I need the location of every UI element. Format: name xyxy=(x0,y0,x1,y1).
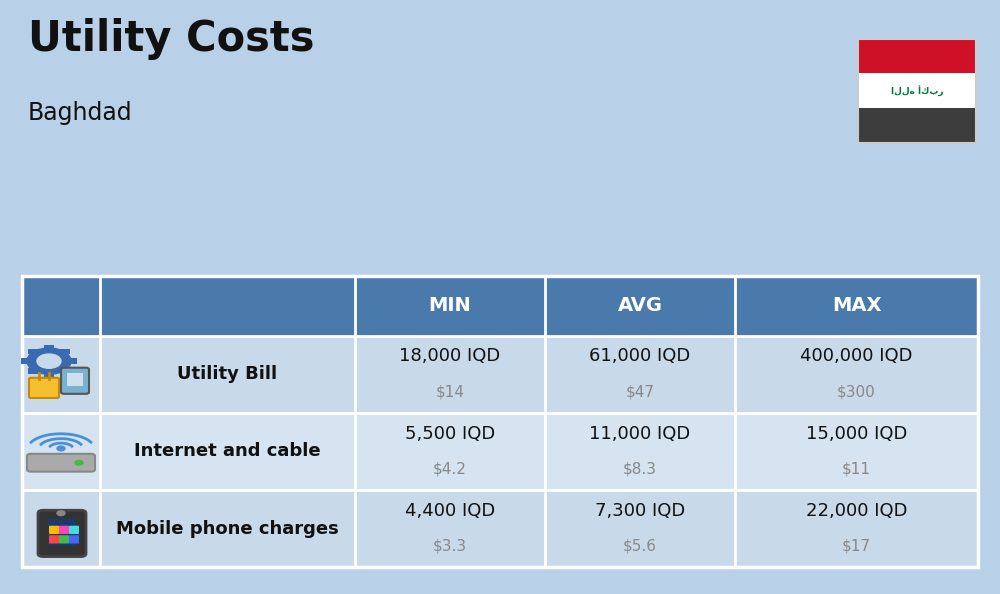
Text: 18,000 IQD: 18,000 IQD xyxy=(399,347,501,365)
Text: AVG: AVG xyxy=(618,296,662,315)
Bar xyxy=(60,349,70,355)
FancyBboxPatch shape xyxy=(27,454,95,472)
Text: 61,000 IQD: 61,000 IQD xyxy=(589,347,691,365)
Text: 11,000 IQD: 11,000 IQD xyxy=(589,425,691,443)
Text: Baghdad: Baghdad xyxy=(28,101,133,125)
FancyBboxPatch shape xyxy=(49,526,59,534)
Text: MAX: MAX xyxy=(832,296,881,315)
Bar xyxy=(22,490,978,567)
Text: $3.3: $3.3 xyxy=(433,539,467,554)
Text: 5,500 IQD: 5,500 IQD xyxy=(405,425,495,443)
Text: $11: $11 xyxy=(842,462,871,477)
Text: $14: $14 xyxy=(436,384,464,400)
Bar xyxy=(22,276,978,567)
Text: $5.6: $5.6 xyxy=(623,539,657,554)
Text: MIN: MIN xyxy=(429,296,471,315)
Bar xyxy=(67,373,83,386)
FancyBboxPatch shape xyxy=(38,510,86,557)
Text: $8.3: $8.3 xyxy=(623,462,657,477)
Bar xyxy=(21,358,31,364)
Bar xyxy=(22,276,978,336)
Bar xyxy=(60,368,70,374)
Text: Internet and cable: Internet and cable xyxy=(134,443,321,460)
Bar xyxy=(22,413,978,490)
Circle shape xyxy=(75,460,83,465)
Bar xyxy=(28,368,38,374)
Text: 22,000 IQD: 22,000 IQD xyxy=(806,502,907,520)
Text: $4.2: $4.2 xyxy=(433,462,467,477)
FancyBboxPatch shape xyxy=(29,378,59,398)
FancyBboxPatch shape xyxy=(61,368,89,394)
Bar xyxy=(44,372,54,378)
Text: 15,000 IQD: 15,000 IQD xyxy=(806,425,907,443)
Text: $300: $300 xyxy=(837,384,876,400)
Circle shape xyxy=(37,354,61,368)
Text: 400,000 IQD: 400,000 IQD xyxy=(800,347,913,365)
Text: الله أكبر: الله أكبر xyxy=(891,85,943,96)
Bar xyxy=(28,349,38,355)
Bar xyxy=(858,39,976,73)
Bar xyxy=(858,73,976,108)
Bar xyxy=(67,358,77,364)
Text: $47: $47 xyxy=(626,384,654,400)
Text: $17: $17 xyxy=(842,539,871,554)
Bar xyxy=(858,39,976,143)
Circle shape xyxy=(57,511,65,516)
Bar xyxy=(48,519,76,546)
FancyBboxPatch shape xyxy=(69,535,79,544)
Text: Mobile phone charges: Mobile phone charges xyxy=(116,520,339,538)
FancyBboxPatch shape xyxy=(59,526,69,534)
FancyBboxPatch shape xyxy=(59,535,69,544)
Text: 4,400 IQD: 4,400 IQD xyxy=(405,502,495,520)
FancyBboxPatch shape xyxy=(49,535,59,544)
Text: Utility Bill: Utility Bill xyxy=(177,365,278,383)
Circle shape xyxy=(27,348,71,374)
Circle shape xyxy=(57,446,65,451)
FancyBboxPatch shape xyxy=(69,526,79,534)
Bar xyxy=(44,345,54,350)
Text: 7,300 IQD: 7,300 IQD xyxy=(595,502,685,520)
Text: Utility Costs: Utility Costs xyxy=(28,18,314,60)
Bar xyxy=(22,336,978,413)
Bar xyxy=(858,108,976,143)
